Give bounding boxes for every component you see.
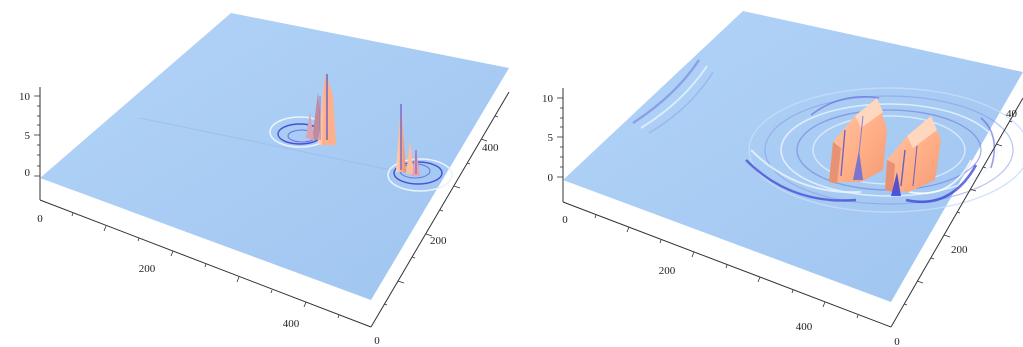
z-tick-label-5: 5 xyxy=(548,132,554,144)
z-ticks: 0 5 10 xyxy=(19,91,40,179)
plateau-2 xyxy=(885,116,941,196)
axes xyxy=(39,87,510,328)
y-ticks: 0 200 40 xyxy=(894,108,1017,347)
y-tick-label-400: 40 xyxy=(1006,108,1018,120)
peak-2 xyxy=(396,104,420,176)
surface-plot-right: 0 5 10 0 200 400 xyxy=(511,0,1023,347)
x-ticks: 0 200 400 xyxy=(37,212,340,330)
surface-plot-right-svg: 0 5 10 0 200 400 xyxy=(542,11,1023,347)
surface-plane xyxy=(563,11,1023,302)
x-ticks: 0 200 400 xyxy=(562,214,859,333)
plateau-1 xyxy=(829,98,887,184)
surface-plot-left: 0 5 10 0 200 400 xyxy=(19,13,510,347)
surface-plane xyxy=(40,13,509,300)
ripple-field xyxy=(745,87,1023,213)
x-tick-label-400: 400 xyxy=(796,321,813,333)
x-tick-label-400: 400 xyxy=(283,318,300,330)
x-tick-label-origin: 0 xyxy=(37,213,43,225)
wavefront-upper-left xyxy=(632,59,714,134)
x-tick-label-200: 200 xyxy=(659,265,676,277)
x-tick-label-200: 200 xyxy=(139,263,156,275)
y-tick-label-200: 200 xyxy=(951,244,968,256)
z-tick-label-10: 10 xyxy=(19,91,31,103)
y-tick-label-0: 0 xyxy=(374,335,380,347)
z-tick-label-5: 5 xyxy=(25,130,31,142)
surface-streak xyxy=(139,117,421,177)
y-ticks: 0 200 400 xyxy=(374,115,499,347)
x-tick-label-origin: 0 xyxy=(562,214,568,226)
z-ticks: 0 5 10 xyxy=(542,93,563,184)
z-tick-label-0: 0 xyxy=(548,172,554,184)
y-tick-label-0: 0 xyxy=(894,336,900,347)
y-tick-label-400: 400 xyxy=(482,142,499,154)
axes xyxy=(562,88,1023,328)
z-tick-label-0: 0 xyxy=(25,167,31,179)
z-tick-label-10: 10 xyxy=(542,93,554,105)
surface-plot-left-svg: 0 5 10 0 200 400 xyxy=(19,13,510,347)
peak-1 xyxy=(306,72,336,145)
y-tick-label-200: 200 xyxy=(430,235,447,247)
